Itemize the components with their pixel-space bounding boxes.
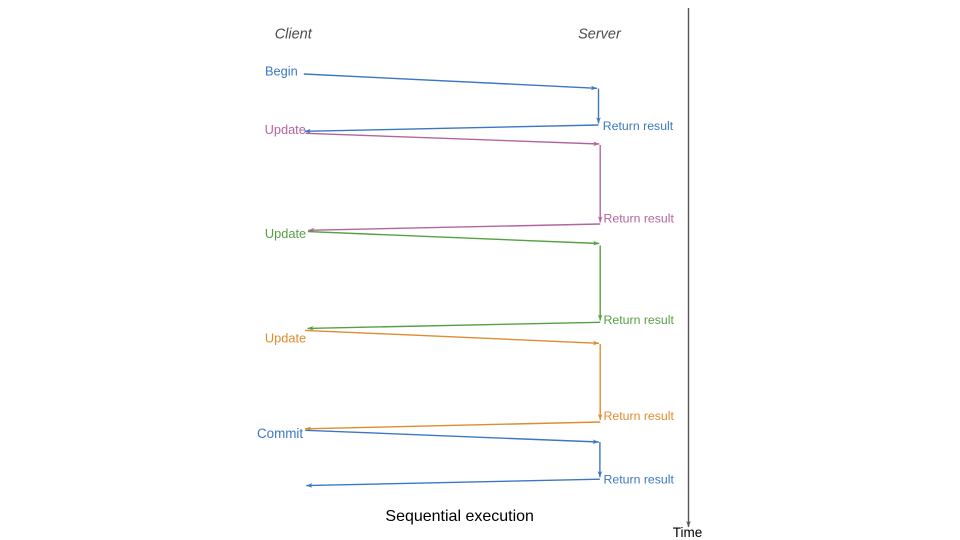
- svg-text:Return result: Return result: [604, 409, 675, 423]
- svg-text:Begin: Begin: [265, 64, 298, 79]
- svg-text:Update: Update: [265, 226, 306, 241]
- svg-text:Update: Update: [265, 122, 306, 137]
- svg-text:Sequential execution: Sequential execution: [385, 508, 534, 525]
- svg-text:Time: Time: [673, 525, 703, 540]
- svg-text:Return result: Return result: [604, 472, 675, 486]
- svg-text:Return result: Return result: [604, 313, 675, 327]
- svg-text:Client: Client: [275, 27, 313, 43]
- svg-text:Server: Server: [578, 26, 622, 42]
- svg-text:Commit: Commit: [257, 426, 303, 441]
- svg-text:Return result: Return result: [603, 119, 674, 133]
- svg-text:Return result: Return result: [604, 211, 675, 225]
- svg-text:Update: Update: [265, 331, 306, 346]
